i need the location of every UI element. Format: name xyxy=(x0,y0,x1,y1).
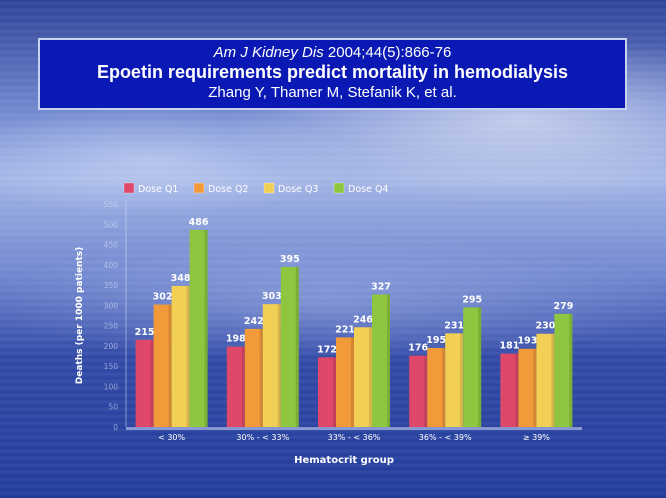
bar xyxy=(153,304,172,427)
y-tick-label: 550 xyxy=(104,200,119,209)
bar-shade xyxy=(150,339,154,427)
bar-shade xyxy=(204,229,208,427)
bar-shade xyxy=(369,327,372,427)
data-label: 221 xyxy=(335,324,355,335)
bar-shade xyxy=(515,353,519,427)
legend-swatch xyxy=(333,182,345,194)
bar xyxy=(318,357,336,427)
data-label: 348 xyxy=(171,273,191,284)
bar-shade xyxy=(569,313,573,427)
chart-floor xyxy=(126,427,582,430)
bar-shade xyxy=(259,328,263,427)
data-label: 181 xyxy=(499,341,519,352)
data-label: 486 xyxy=(189,217,209,228)
bar xyxy=(336,337,354,427)
bar-shade xyxy=(186,285,190,427)
bar-shade xyxy=(333,357,336,427)
y-tick-label: 500 xyxy=(104,220,119,229)
y-tick-label: 400 xyxy=(104,261,119,270)
bar-shade xyxy=(551,333,555,427)
bar xyxy=(518,348,537,427)
bar xyxy=(244,328,263,427)
title-banner: Am J Kidney Dis 2004;44(5):866-76 Epoeti… xyxy=(38,38,627,110)
bar-shade xyxy=(424,355,428,427)
y-axis-label: Deaths (per 1000 patients) xyxy=(75,247,85,384)
x-tick-label: ≥ 39% xyxy=(523,433,550,442)
data-label: 279 xyxy=(553,301,573,312)
bar xyxy=(262,304,281,427)
data-label: 242 xyxy=(244,316,264,327)
bar xyxy=(536,333,555,427)
data-label: 246 xyxy=(353,314,373,325)
journal-issue: 2004;44(5):866-76 xyxy=(323,44,452,61)
bar xyxy=(500,353,519,427)
data-label: 302 xyxy=(153,292,173,303)
bar-shade xyxy=(295,266,299,427)
y-tick-label: 50 xyxy=(108,403,118,412)
y-tick-label: 300 xyxy=(104,301,119,310)
bar xyxy=(554,313,573,427)
legend-label: Dose Q1 xyxy=(138,184,178,195)
data-label: 231 xyxy=(444,320,464,331)
data-label: 327 xyxy=(371,281,391,292)
data-label: 215 xyxy=(135,327,155,338)
bar-shade xyxy=(241,346,245,427)
bar-shade xyxy=(442,347,446,427)
x-axis-label: Hematocrit group xyxy=(294,455,394,466)
bar xyxy=(445,333,464,427)
data-label: 193 xyxy=(517,336,537,347)
bar xyxy=(409,355,428,427)
y-tick-label: 250 xyxy=(104,322,119,331)
x-tick-label: 36% - < 39% xyxy=(419,433,472,442)
data-label: 295 xyxy=(462,294,482,305)
journal-citation: Am J Kidney Dis 2004;44(5):866-76 xyxy=(40,44,625,61)
data-label: 195 xyxy=(426,335,446,346)
journal-name: Am J Kidney Dis xyxy=(213,44,324,61)
slide-title: Epoetin requirements predict mortality i… xyxy=(96,62,569,82)
data-label: 230 xyxy=(535,321,555,332)
y-tick-label: 450 xyxy=(104,241,119,250)
x-tick-label: < 30% xyxy=(158,433,185,442)
legend-label: Dose Q3 xyxy=(278,184,318,195)
y-tick-label: 350 xyxy=(104,281,119,290)
legend-swatch xyxy=(263,182,275,194)
bar-shade xyxy=(387,294,390,427)
bar xyxy=(171,285,190,427)
authors-line: Zhang Y, Thamer M, Stefanik K, et al. xyxy=(208,84,457,101)
bar xyxy=(372,294,390,427)
data-label: 176 xyxy=(408,343,428,354)
bar xyxy=(354,327,372,427)
bar-shade xyxy=(478,307,482,427)
bar xyxy=(189,229,208,427)
x-tick-label: 30% - < 33% xyxy=(236,433,289,442)
bar-shade xyxy=(460,333,464,427)
bar xyxy=(226,346,245,427)
bar-shade xyxy=(351,337,354,427)
data-label: 198 xyxy=(226,334,246,345)
bar xyxy=(280,266,299,427)
x-tick-label: 33% - < 36% xyxy=(328,433,381,442)
bar xyxy=(463,307,482,427)
data-label: 303 xyxy=(262,291,282,302)
bar-shade xyxy=(533,348,537,427)
data-label: 172 xyxy=(317,344,337,355)
legend-swatch xyxy=(123,182,135,194)
legend-label: Dose Q4 xyxy=(348,184,388,195)
data-label: 395 xyxy=(280,254,300,265)
legend-swatch xyxy=(193,182,205,194)
legend-label: Dose Q2 xyxy=(208,184,248,195)
bar-shade xyxy=(277,304,281,427)
bar-shade xyxy=(168,304,172,427)
y-tick-label: 150 xyxy=(104,362,119,371)
y-tick-label: 200 xyxy=(104,342,119,351)
bar xyxy=(135,339,154,427)
y-tick-label: 100 xyxy=(104,382,119,391)
bar xyxy=(427,347,446,427)
y-tick-label: 0 xyxy=(113,423,118,432)
